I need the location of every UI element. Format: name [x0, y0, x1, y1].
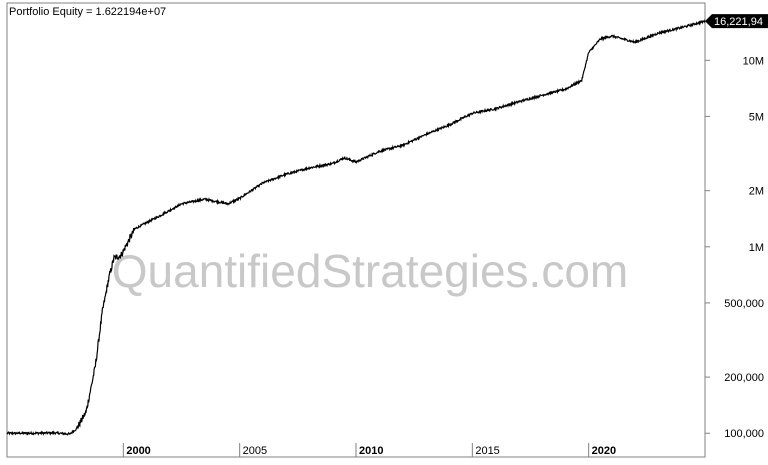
y-tick-label: 100,000 — [724, 428, 764, 440]
y-tick-label: 2M — [749, 186, 764, 198]
y-axis: 100,000 200,000 500,000 1M 2M 5M 10M — [705, 55, 764, 440]
y-tick-label: 5M — [749, 111, 764, 123]
y-tick-label: 200,000 — [724, 372, 764, 384]
y-tick-label: 500,000 — [724, 298, 764, 310]
chart-title: Portfolio Equity = 1.622194e+07 — [9, 6, 167, 18]
x-tick-label: 2020 — [592, 445, 616, 457]
y-tick-label: 10M — [743, 55, 764, 67]
x-tick-label: 2015 — [475, 445, 499, 457]
x-tick-label: 2000 — [126, 445, 150, 457]
x-tick-label: 2010 — [359, 445, 383, 457]
last-value-label: 16,221,94 — [705, 14, 768, 29]
y-tick-label: 1M — [749, 242, 764, 254]
last-value-label-bg — [705, 14, 768, 29]
equity-line — [6, 19, 706, 437]
last-value-label-text: 16,221,94 — [714, 16, 763, 28]
plot-frame — [6, 2, 706, 458]
watermark: QuantifiedStrategies.com — [112, 245, 629, 297]
x-axis: 2000 2005 2010 2015 2020 — [122, 443, 616, 457]
x-tick-label: 2005 — [243, 445, 267, 457]
